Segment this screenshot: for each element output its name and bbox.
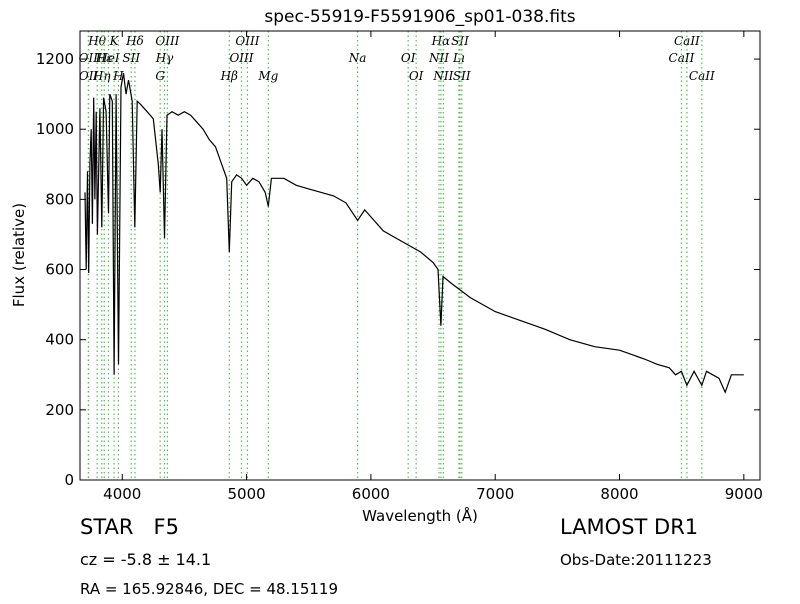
- y-tick-label: 400: [45, 331, 74, 349]
- x-tick-label: 9000: [725, 485, 763, 503]
- spectral-line-label: OIII: [235, 34, 259, 48]
- survey: LAMOST DR1: [560, 515, 698, 539]
- spectral-line-label: SII: [453, 69, 471, 83]
- coordinates: RA = 165.92846, DEC = 48.15119: [80, 580, 338, 598]
- spectral-line-label: OIII: [229, 51, 253, 65]
- y-tick-label: 1200: [36, 50, 74, 68]
- x-tick-label: 6000: [352, 485, 390, 503]
- spectral-line-label: K: [109, 34, 120, 48]
- spectral-line-label: Hα: [431, 34, 451, 48]
- spectral-line-label: H: [112, 69, 124, 83]
- spectral-line-label: NII: [432, 69, 453, 83]
- y-tick-label: 600: [45, 261, 74, 279]
- spectral-line-label: NII: [428, 51, 449, 65]
- spectral-line-label: Hβ: [220, 69, 238, 83]
- spectral-line-label: Mg: [257, 69, 278, 83]
- spectral-line-label: CaII: [669, 51, 695, 65]
- spectral-line-label: Hδ: [125, 34, 144, 48]
- x-tick-label: 7000: [476, 485, 514, 503]
- x-tick-label: 5000: [227, 485, 265, 503]
- y-tick-label: 800: [45, 190, 74, 208]
- x-axis-label: Wavelength (Å): [362, 506, 478, 525]
- y-tick-label: 0: [64, 471, 74, 489]
- spectral-line-label: Hη: [92, 69, 111, 83]
- chart-title: spec-55919-F5591906_sp01-038.fits: [264, 7, 575, 27]
- spectral-line-label: OI: [401, 51, 416, 65]
- plot-frame: [79, 30, 761, 481]
- spectral-line-label: SII: [122, 51, 140, 65]
- spectral-line-label: Lı: [452, 51, 465, 65]
- spectral-line-label: Na: [348, 51, 367, 65]
- spectrum-line: [84, 72, 744, 394]
- x-tick-label: 4000: [103, 485, 141, 503]
- spectral-line-label: HeI: [96, 51, 120, 65]
- spectral-line-label: Hγ: [155, 51, 174, 65]
- redshift: cz = -5.8 ± 14.1: [80, 550, 211, 569]
- spectral-line-label: CaII: [689, 69, 715, 83]
- spectral-line-label: SII: [451, 34, 469, 48]
- spectral-line-label: CaII: [674, 34, 700, 48]
- object-class: STAR F5: [80, 515, 179, 539]
- y-tick-label: 1000: [36, 120, 74, 138]
- x-tick-label: 8000: [600, 485, 638, 503]
- y-tick-label: 200: [45, 401, 74, 419]
- y-axis-label: Flux (relative): [10, 203, 28, 307]
- spectral-line-label: OII: [79, 69, 99, 83]
- spectral-line-label: G: [155, 69, 165, 83]
- spectral-line-label: OIII: [155, 34, 179, 48]
- obs-date: Obs-Date:20111223: [560, 551, 712, 569]
- spectral-line-label: OI: [409, 69, 424, 83]
